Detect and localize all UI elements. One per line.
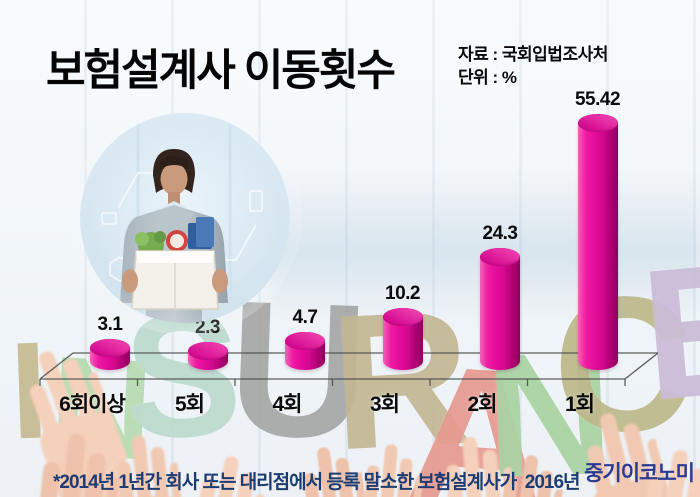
neck [168,192,180,204]
raised-hand [604,424,700,497]
brand-logo: 중기이코노미 [584,462,695,485]
face [160,163,188,195]
right-depth-line [624,352,659,380]
category-label-5회: 5회 [175,393,205,416]
bar-cylinder-4회 [285,331,325,370]
category-label-3회: 3회 [370,393,400,416]
bar-value-label: 24.3 [482,222,518,244]
raised-hand [338,426,427,497]
raised-hand [469,434,569,497]
footnote-line-1: *2014년 1년간 회사 또는 대리점에서 등록 말소한 보험설계사가 201… [53,472,581,494]
category-label-1회: 1회 [565,393,595,416]
bar-value-label: 10.2 [385,283,420,305]
bar-value-label: 2.3 [195,317,220,339]
fired-employee-photo [68,101,302,335]
footnote: *2014년 1년간 회사 또는 대리점에서 등록 말소한 보험설계사가 201… [53,425,673,497]
category-label-2회: 2회 [467,393,498,416]
category-label-4회: 4회 [272,393,303,416]
source-block: 자료 : 국회입법조사처 단위 : % [458,44,608,90]
source-label: 자료 : 국회입법조사처 [458,45,608,64]
unit-label: 단위 : % [458,67,517,87]
bar-cylinder-1회 [577,113,618,370]
raised-hand [2,408,126,497]
bar-cylinder-2회 [480,247,520,370]
bar-value-label: 4.7 [292,306,318,328]
bar-cylinder-6회이상 [90,338,130,370]
raised-hand [552,386,689,497]
raised-hand [160,432,273,497]
bar-value-label: 3.1 [97,313,123,335]
woman-figure [120,149,228,323]
right-hand [212,269,228,293]
bar-value-label: 55.42 [574,88,621,110]
page-title: 보험설계사 이동횟수 [46,47,396,95]
category-label-6회이상: 6회이상 [59,393,126,416]
photo-illustration [80,113,290,323]
bar-cylinder-3회 [382,308,423,370]
bar-cylinder-5회 [187,342,228,370]
left-hand [122,269,138,293]
axis-ticks [39,379,626,386]
raised-hand [278,427,378,497]
left-depth-line [39,352,74,380]
